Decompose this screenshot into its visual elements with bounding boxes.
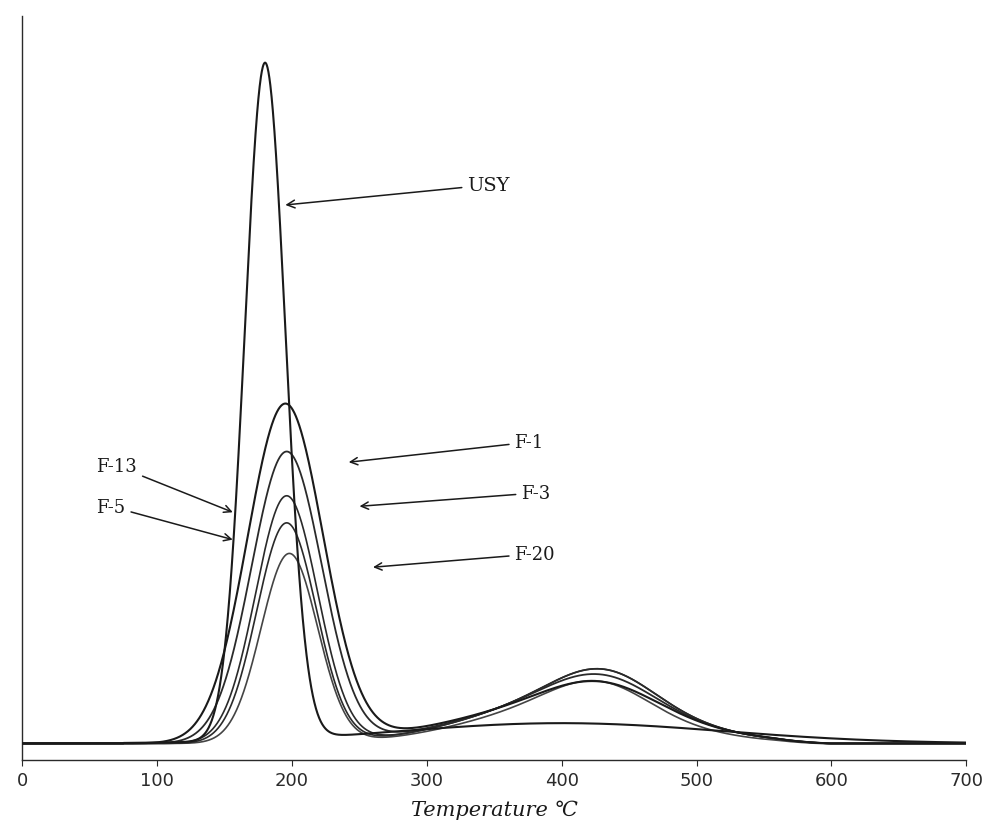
Text: USY: USY	[287, 176, 510, 209]
Text: F-5: F-5	[96, 498, 231, 541]
Text: F-20: F-20	[375, 545, 555, 570]
X-axis label: Temperature ℃: Temperature ℃	[411, 800, 578, 819]
Text: F-1: F-1	[350, 434, 544, 466]
Text: F-3: F-3	[361, 484, 551, 510]
Text: F-13: F-13	[96, 457, 231, 512]
